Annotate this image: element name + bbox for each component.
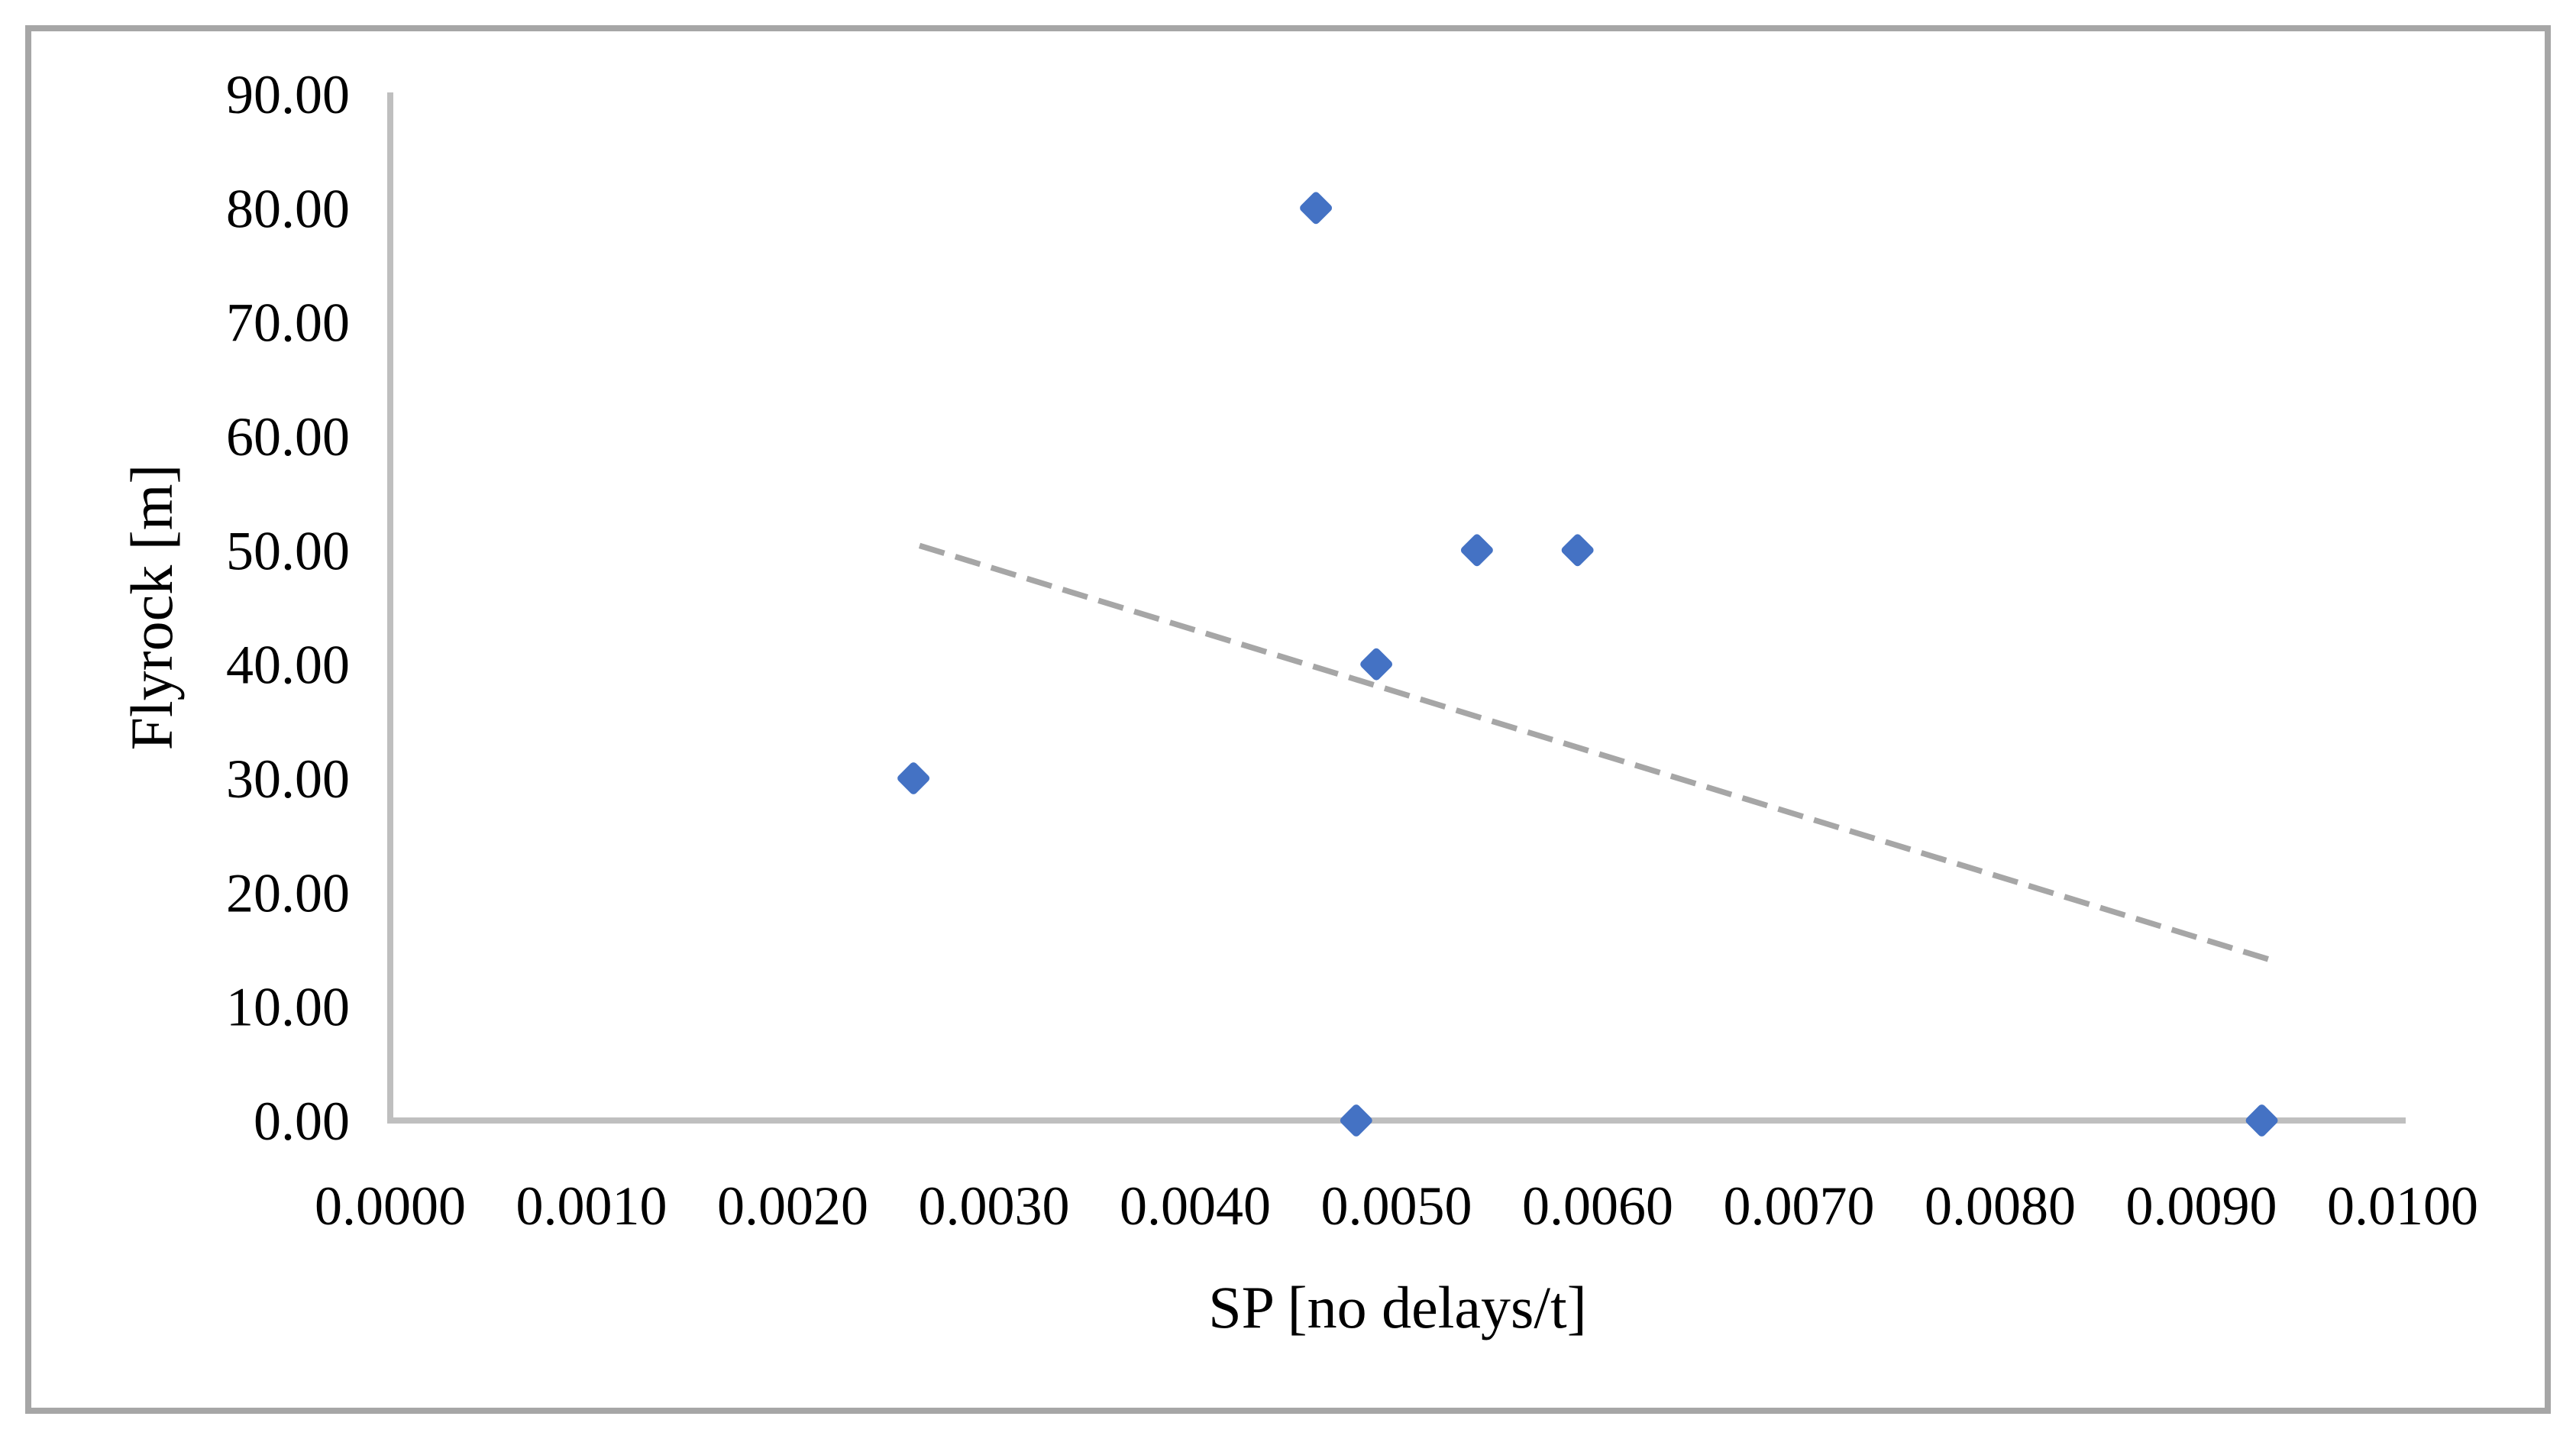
x-axis-title: SP [no delays/t]	[1208, 1274, 1586, 1340]
x-tick-label: 0.0010	[516, 1175, 667, 1237]
y-tick-label: 0.00	[254, 1091, 350, 1152]
y-axis-tick-labels: 0.00 10.00 20.00 30.00 40.00 50.00 60.00 70.00 8…	[226, 64, 350, 1152]
x-tick-label: 0.0020	[717, 1175, 868, 1237]
x-tick-label: 0.0100	[2327, 1175, 2478, 1237]
y-tick-label: 30.00	[226, 749, 350, 810]
data-point-diamond	[1300, 192, 1333, 225]
x-tick-label: 0.0000	[315, 1175, 466, 1237]
x-axis-tick-labels: 0.0000 0.0010 0.0020 0.0030 0.0040 0.0050 0.00…	[315, 1175, 2478, 1237]
data-point-diamond	[1360, 648, 1393, 681]
y-tick-label: 80.00	[226, 178, 350, 239]
y-tick-label: 70.00	[226, 293, 350, 354]
x-tick-label: 0.0090	[2126, 1175, 2277, 1237]
y-axis-title: Flyrock [m]	[118, 464, 185, 751]
chart-border	[25, 25, 2551, 1414]
data-point-diamond	[1460, 534, 1493, 567]
data-point-diamond	[1561, 534, 1594, 567]
x-tick-label: 0.0080	[1925, 1175, 2076, 1237]
y-tick-label: 90.00	[226, 64, 350, 125]
y-tick-label: 40.00	[226, 635, 350, 696]
x-tick-label: 0.0060	[1522, 1175, 1673, 1237]
y-tick-label: 50.00	[226, 520, 350, 581]
x-tick-label: 0.0040	[1120, 1175, 1271, 1237]
trendline	[918, 542, 2271, 963]
data-point-diamond	[1340, 1104, 1372, 1137]
x-tick-label: 0.0050	[1321, 1175, 1472, 1237]
data-point-diamond	[897, 762, 930, 794]
data-point-series	[897, 192, 2278, 1137]
y-tick-label: 20.00	[226, 862, 350, 923]
y-tick-label: 10.00	[226, 977, 350, 1038]
x-tick-label: 0.0030	[919, 1175, 1070, 1237]
x-tick-label: 0.0070	[1724, 1175, 1875, 1237]
data-point-diamond	[2245, 1104, 2278, 1137]
y-tick-label: 60.00	[226, 406, 350, 467]
